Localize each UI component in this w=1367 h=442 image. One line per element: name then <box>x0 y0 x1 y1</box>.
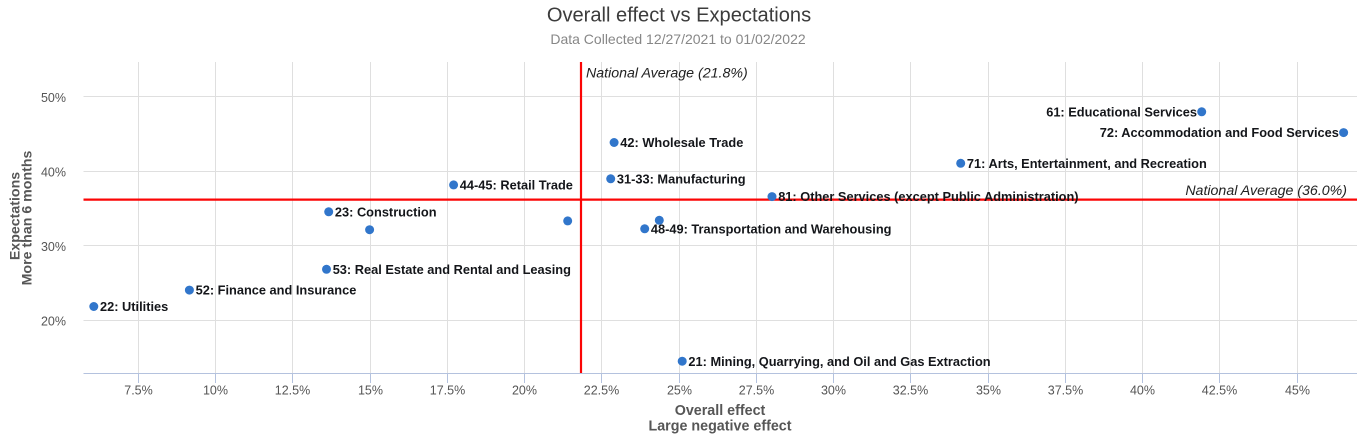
svg-text:Expectations: Expectations <box>7 172 23 260</box>
svg-text:15%: 15% <box>358 383 383 397</box>
svg-text:20%: 20% <box>41 315 66 329</box>
svg-text:30%: 30% <box>821 383 846 397</box>
svg-text:12.5%: 12.5% <box>275 383 310 397</box>
svg-text:Data Collected 12/27/2021 to 0: Data Collected 12/27/2021 to 01/02/2022 <box>550 31 806 47</box>
svg-text:44-45: Retail Trade: 44-45: Retail Trade <box>460 178 573 193</box>
svg-text:71: Arts, Entertainment, and R: 71: Arts, Entertainment, and Recreation <box>967 156 1207 171</box>
svg-text:52: Finance and Insurance: 52: Finance and Insurance <box>196 283 357 298</box>
svg-text:7.5%: 7.5% <box>124 383 153 397</box>
svg-text:17.5%: 17.5% <box>430 383 465 397</box>
svg-text:22: Utilities: 22: Utilities <box>100 299 168 314</box>
svg-text:20%: 20% <box>512 383 537 397</box>
svg-text:40%: 40% <box>1130 383 1155 397</box>
svg-text:21: Mining, Quarrying, and Oil: 21: Mining, Quarrying, and Oil and Gas E… <box>688 354 990 369</box>
svg-text:53: Real Estate and Rental and: 53: Real Estate and Rental and Leasing <box>333 262 571 277</box>
svg-text:10%: 10% <box>203 383 228 397</box>
svg-text:Overall effect vs Expectations: Overall effect vs Expectations <box>547 5 811 27</box>
svg-text:23: Construction: 23: Construction <box>335 204 437 219</box>
svg-text:37.5%: 37.5% <box>1048 383 1083 397</box>
svg-text:42.5%: 42.5% <box>1202 383 1237 397</box>
svg-text:72: Accommodation and Food Ser: 72: Accommodation and Food Services <box>1100 125 1339 140</box>
svg-text:35%: 35% <box>976 383 1001 397</box>
svg-text:22.5%: 22.5% <box>584 383 619 397</box>
svg-text:More than 6 months: More than 6 months <box>20 151 36 286</box>
svg-text:50%: 50% <box>41 91 66 105</box>
svg-text:Large negative effect: Large negative effect <box>648 418 791 434</box>
svg-text:31-33: Manufacturing: 31-33: Manufacturing <box>617 171 746 186</box>
svg-text:81: Other Services (except Pub: 81: Other Services (except Public Admini… <box>778 189 1078 204</box>
svg-text:42: Wholesale Trade: 42: Wholesale Trade <box>620 135 743 150</box>
svg-text:32.5%: 32.5% <box>893 383 928 397</box>
svg-text:27.5%: 27.5% <box>739 383 774 397</box>
svg-text:Overall effect: Overall effect <box>675 403 766 419</box>
svg-text:48-49: Transportation and Ware: 48-49: Transportation and Warehousing <box>651 221 892 236</box>
svg-text:40%: 40% <box>41 166 66 180</box>
svg-text:25%: 25% <box>667 383 692 397</box>
svg-text:National Average (21.8%): National Average (21.8%) <box>586 65 748 81</box>
svg-text:61: Educational Services: 61: Educational Services <box>1046 104 1197 119</box>
svg-text:National Average (36.0%): National Average (36.0%) <box>1185 183 1347 199</box>
svg-text:45%: 45% <box>1285 383 1310 397</box>
svg-text:30%: 30% <box>41 240 66 254</box>
